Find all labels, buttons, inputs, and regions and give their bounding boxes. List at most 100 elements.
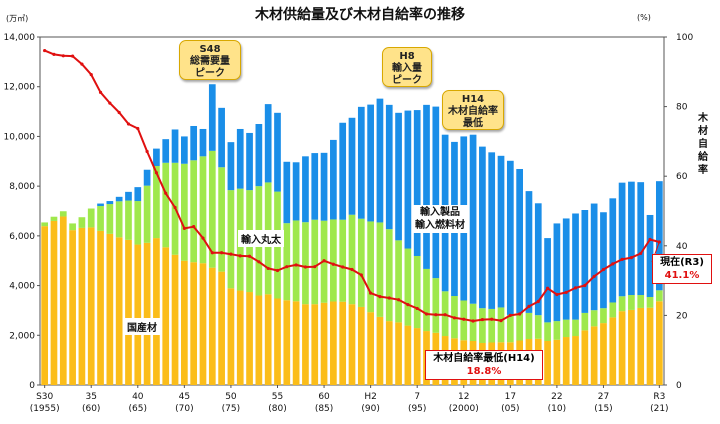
bar-imported-logs xyxy=(506,314,514,343)
bar-imported-products xyxy=(534,203,542,316)
y2-tick-label: 60 xyxy=(676,172,688,182)
x-tick-sublabel: (05) xyxy=(501,404,519,414)
x-tick-sublabel: (80) xyxy=(268,404,286,414)
bar-domestic xyxy=(41,226,49,385)
bar-imported-products xyxy=(292,162,300,221)
bar-imported-products xyxy=(311,153,319,220)
self-sufficiency-point xyxy=(238,254,242,258)
x-tick-sublabel: (21) xyxy=(650,404,668,414)
bar-domestic xyxy=(125,239,132,385)
self-sufficiency-point xyxy=(406,303,410,307)
bar-domestic xyxy=(553,339,561,385)
self-sufficiency-point xyxy=(70,54,75,58)
bar-imported-products xyxy=(97,203,104,207)
bar-imported-products xyxy=(488,152,496,309)
label-imported-products: 輸入製品 輸入燃料材 xyxy=(412,205,468,233)
bar-imported-logs xyxy=(628,295,635,310)
self-sufficiency-point xyxy=(89,72,93,77)
bar-imported-logs xyxy=(227,190,235,289)
bar-imported-logs xyxy=(115,201,123,238)
x-tick-sublabel: (95) xyxy=(408,404,426,414)
bar-domestic xyxy=(162,247,170,385)
self-sufficiency-point xyxy=(434,313,438,317)
y-tick-label: 4,000 xyxy=(9,282,35,292)
bar-imported-logs xyxy=(385,229,393,322)
bar-domestic xyxy=(134,244,142,385)
bar-domestic xyxy=(413,328,421,385)
y-tick-label: 10,000 xyxy=(4,132,36,142)
bar-imported-logs xyxy=(143,185,151,243)
bar-imported-logs xyxy=(153,166,160,239)
annotation-lowest-rate: 木材自給率最低(H14) 18.8% xyxy=(425,350,543,380)
self-sufficiency-point xyxy=(555,292,559,297)
bar-imported-logs xyxy=(488,308,496,343)
self-sufficiency-point xyxy=(452,316,457,320)
bar-imported-products xyxy=(227,142,235,191)
bar-domestic xyxy=(227,288,235,385)
bar-imported-logs xyxy=(516,313,523,341)
bar-imported-products xyxy=(562,218,570,320)
x-tick-label: 22 xyxy=(551,392,562,402)
self-sufficiency-point xyxy=(573,286,578,290)
bar-domestic xyxy=(600,323,607,385)
bar-domestic xyxy=(97,230,104,385)
annotation-h14-lowest: H14 木材自給率 最低 xyxy=(442,90,504,130)
bar-domestic xyxy=(572,336,579,385)
bar-imported-logs xyxy=(302,222,309,305)
x-tick-label: 12 xyxy=(458,392,469,402)
self-sufficiency-point xyxy=(43,48,47,53)
bar-imported-products xyxy=(348,117,356,215)
self-sufficiency-point xyxy=(490,317,494,321)
bar-domestic xyxy=(330,301,337,385)
self-sufficiency-point xyxy=(518,312,522,316)
x-tick-sublabel: (65) xyxy=(129,404,147,414)
self-sufficiency-point xyxy=(545,286,550,290)
bar-imported-logs xyxy=(78,217,86,228)
bar-imported-logs xyxy=(544,322,551,342)
bar-imported-logs xyxy=(199,156,207,264)
annotation-lowest-rate-label: 木材自給率最低(H14) xyxy=(433,353,535,364)
bar-imported-products xyxy=(385,104,393,230)
bar-imported-logs xyxy=(600,308,607,324)
bar-domestic xyxy=(50,220,58,385)
bar-domestic xyxy=(339,301,347,385)
bar-imported-logs xyxy=(609,302,617,318)
x-tick-sublabel: (15) xyxy=(594,404,612,414)
self-sufficiency-point xyxy=(98,90,103,94)
left-axis-unit: (万㎥) xyxy=(6,14,29,23)
bar-imported-logs xyxy=(655,290,663,302)
chart-title: 木材供給量及び木材自給率の推移 xyxy=(255,7,465,23)
annotation-h8-line3: ピーク xyxy=(392,75,422,86)
self-sufficiency-point xyxy=(443,313,447,317)
self-sufficiency-point xyxy=(387,296,391,300)
bar-imported-logs xyxy=(97,206,104,231)
bar-imported-products xyxy=(637,182,645,296)
bar-imported-products xyxy=(330,139,337,220)
bar-imported-products xyxy=(628,181,635,296)
bar-imported-logs xyxy=(572,319,579,337)
bar-imported-products xyxy=(479,146,486,309)
self-sufficiency-point xyxy=(108,101,112,105)
self-sufficiency-point xyxy=(126,122,131,126)
bar-domestic xyxy=(264,294,272,385)
self-sufficiency-point xyxy=(80,62,84,66)
bar-imported-logs xyxy=(618,296,626,312)
x-tick-label: 55 xyxy=(272,392,283,402)
annotation-s48-line2: 総需要量 xyxy=(190,56,230,67)
bar-domestic xyxy=(236,290,244,385)
bar-imported-logs xyxy=(125,200,132,240)
right-axis-title: 木材自給率 xyxy=(698,113,708,176)
bar-imported-products xyxy=(357,106,365,219)
self-sufficiency-point xyxy=(564,290,568,295)
self-sufficiency-point xyxy=(396,298,401,302)
x-tick-label: 35 xyxy=(85,392,96,402)
bar-imported-products xyxy=(525,191,533,313)
bar-imported-products xyxy=(236,128,244,189)
bar-imported-logs xyxy=(562,319,570,338)
x-tick-sublabel: (70) xyxy=(175,404,193,414)
self-sufficiency-point xyxy=(182,226,186,230)
bar-domestic xyxy=(357,306,365,385)
bar-imported-logs xyxy=(181,163,188,261)
x-tick-label: 45 xyxy=(179,392,190,402)
bar-imported-products xyxy=(413,110,421,256)
